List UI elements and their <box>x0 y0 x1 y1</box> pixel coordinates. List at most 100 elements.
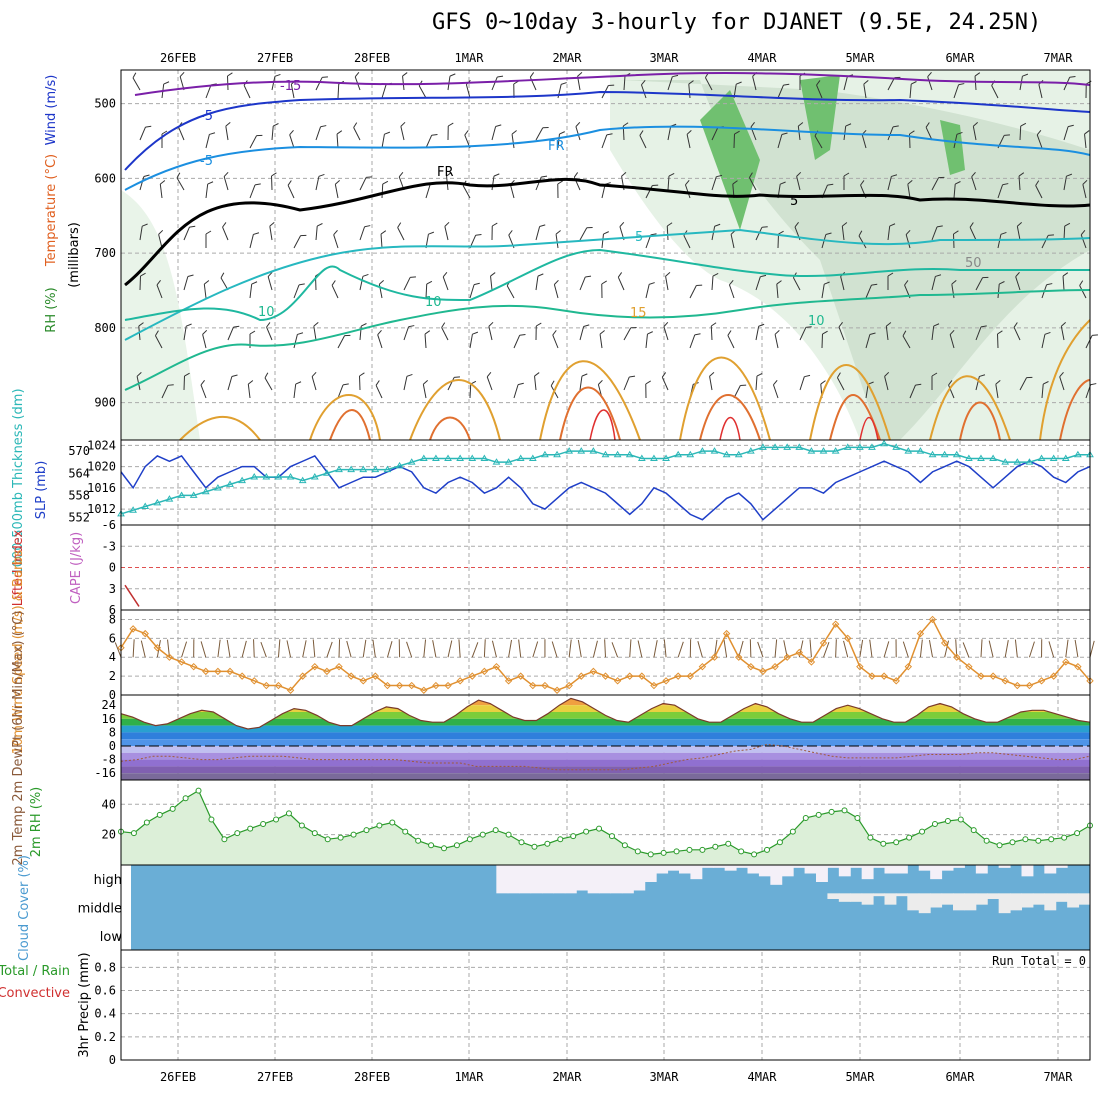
rh2m-marker <box>182 795 189 802</box>
wind-barb-flag <box>497 75 504 78</box>
wind10-marker <box>1025 681 1034 690</box>
rh-shading-green <box>800 75 840 160</box>
wind-barb-staff <box>645 334 648 349</box>
wind-barb-flag <box>541 175 548 178</box>
rh2m-marker <box>298 822 305 829</box>
wind-barb-staff <box>579 227 588 241</box>
wind-barb-flag <box>542 127 549 129</box>
cloud-high-cell <box>507 865 520 894</box>
wind-barb-flag <box>816 80 821 86</box>
wind-barb <box>491 75 504 91</box>
temp-band <box>121 746 1090 753</box>
wind-barb-flag <box>714 223 721 227</box>
temp-band <box>121 725 1090 733</box>
wind-barb <box>354 72 361 91</box>
wind-barb-flag <box>384 131 391 135</box>
wind10-marker <box>892 677 900 685</box>
thickness-marker <box>565 447 574 454</box>
wind-barb <box>931 225 943 241</box>
wind-barb-staff <box>777 84 784 99</box>
wind-barb-flag <box>554 279 559 285</box>
wind-barb <box>843 172 850 190</box>
wind-barb-flag <box>710 322 717 327</box>
wind-barb-staff <box>381 183 384 199</box>
rh2m-marker <box>363 827 370 834</box>
wind10-marker <box>674 672 682 680</box>
wind-barb <box>397 222 405 241</box>
wind10-barb <box>883 641 890 658</box>
wind-barb-staff <box>887 77 896 91</box>
rh2m-marker <box>1048 836 1055 843</box>
wind-barb-flag <box>712 272 719 277</box>
wind-barb-staff <box>861 134 867 149</box>
wind10-barb <box>902 641 909 658</box>
rh2m-marker <box>466 836 473 843</box>
wind-barb-flag <box>841 222 848 227</box>
wind-barb-staff <box>821 234 827 249</box>
wind-barb-flag <box>486 372 492 378</box>
wind10-barb <box>604 639 606 658</box>
wind-barb-flag <box>783 83 790 86</box>
wind-barb <box>816 80 823 99</box>
wind-barb-staff <box>689 334 696 349</box>
wind-barb-flag <box>1060 321 1066 327</box>
cloud-high-cell <box>918 865 931 871</box>
rh2m-marker <box>402 828 409 835</box>
wind-barb-flag <box>207 181 214 185</box>
wind-barb <box>777 230 784 249</box>
wind-barb <box>249 281 258 299</box>
cloud-high-cell <box>930 865 943 880</box>
contour-label: 5 <box>790 194 798 209</box>
wind-barb <box>953 230 959 249</box>
wind-barb <box>271 123 279 141</box>
wind-barb <box>293 332 304 349</box>
wind10-marker <box>371 672 380 680</box>
wind-barb <box>711 272 719 291</box>
wind-barb <box>534 372 540 391</box>
temp-band <box>121 739 1090 746</box>
wind-barb-flag <box>472 331 479 335</box>
wind-barb-flag <box>648 282 655 285</box>
cloud-high-cell <box>953 865 965 868</box>
wind-barb-flag <box>382 180 389 185</box>
wind-barb-flag <box>904 280 909 286</box>
wind10-marker <box>844 634 852 643</box>
wind10-marker <box>953 653 961 661</box>
wind-barb-staff <box>689 285 697 299</box>
wind-barb-staff <box>553 284 559 299</box>
temp-tick: 0 <box>109 739 116 753</box>
date-label-top: 3MAR <box>650 51 680 65</box>
cloud-high-cell <box>553 865 566 894</box>
wind-barb-staff <box>797 126 801 141</box>
wind-barb-staff <box>377 334 383 349</box>
wind-barb-flag <box>154 330 159 336</box>
rh2m-marker <box>776 839 783 846</box>
wind-barb <box>222 222 229 241</box>
wind-barb-staff <box>755 227 763 241</box>
wind10-marker <box>601 672 610 680</box>
wind10-barb <box>302 640 307 658</box>
wind-barb <box>442 272 449 291</box>
thickness-marker <box>783 443 792 450</box>
wind10-marker <box>747 662 755 671</box>
date-label-top: 1MAR <box>455 51 485 65</box>
contour-label: 10 <box>808 314 825 329</box>
cloud-middle-cell <box>895 893 908 897</box>
wind10-marker <box>286 686 295 694</box>
wind-barb-staff <box>337 83 340 99</box>
wind-barb-staff <box>535 127 544 141</box>
wind10-barb <box>774 639 778 658</box>
wind-barb-staff <box>315 226 318 241</box>
thickness-marker <box>686 450 695 458</box>
wind-tick: 4 <box>109 650 116 664</box>
wind-barb-staff <box>293 334 298 349</box>
wind-barb <box>909 383 922 399</box>
li-tick: -6 <box>102 518 116 532</box>
wind-barb-staff <box>792 277 801 291</box>
wind-barb <box>686 129 692 149</box>
wind-barb-flag <box>907 180 913 185</box>
wind-barb-flag <box>1022 73 1029 77</box>
wind-barb-staff <box>665 276 669 291</box>
wind-barb-flag <box>573 172 579 178</box>
wind-barb-staff <box>333 234 339 249</box>
